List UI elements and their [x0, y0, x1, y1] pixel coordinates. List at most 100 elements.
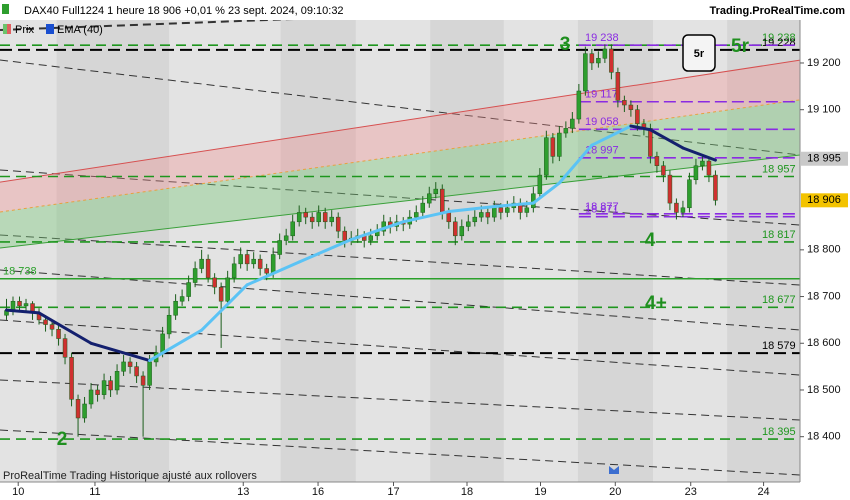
- level-label: 18 395: [762, 426, 796, 438]
- y-tick-label: 18 800: [807, 244, 841, 256]
- candle-body: [82, 403, 87, 419]
- candle-body: [49, 324, 55, 330]
- day-band: [653, 20, 728, 482]
- legend-entry: EMA (40): [57, 24, 103, 36]
- candle-body: [583, 53, 588, 92]
- candle-body: [127, 361, 133, 367]
- ema-segment: [499, 201, 535, 208]
- chart-title: DAX40 Full1224 1 heure 18 906 +0,01 % 23…: [24, 5, 344, 17]
- candle-body: [622, 100, 627, 106]
- trend-line: [0, 319, 801, 376]
- candle-body: [160, 333, 165, 353]
- y-tick-label: 18 400: [807, 431, 841, 443]
- candle-body: [648, 128, 653, 157]
- candle-body: [446, 212, 452, 223]
- trend-line: [0, 269, 801, 331]
- candle-body: [557, 132, 562, 157]
- candle-body: [537, 174, 543, 195]
- candle-body: [479, 212, 484, 218]
- candle-body: [635, 109, 640, 124]
- x-tick-label: 13: [237, 486, 249, 498]
- candle-body: [62, 338, 68, 358]
- ema-segment: [37, 311, 93, 345]
- level-label: 19 058: [585, 116, 619, 128]
- ema-segment: [200, 283, 249, 332]
- candle-body: [576, 90, 582, 120]
- candle-body: [75, 399, 81, 419]
- candle-body: [88, 389, 94, 405]
- candle-body: [420, 202, 426, 213]
- trend-line: [0, 234, 801, 286]
- y-tick-label: 18 500: [807, 384, 841, 396]
- event-icon: [609, 466, 619, 474]
- candle-body: [654, 156, 660, 166]
- candle-body: [186, 282, 191, 297]
- level-label: 18 677: [762, 294, 796, 306]
- price-tag-label: 18 906: [807, 194, 841, 206]
- candle-body: [492, 207, 497, 218]
- y-tick-label: 19 200: [807, 57, 841, 69]
- candle-body: [231, 263, 237, 279]
- candle-body: [205, 258, 211, 279]
- channel-line: [0, 99, 801, 213]
- ema-segment: [148, 328, 204, 363]
- candle-body: [563, 128, 569, 134]
- ema-line: [5, 124, 717, 363]
- candle-body: [628, 104, 634, 110]
- candles: [4, 44, 718, 437]
- level-label: 19 117: [585, 89, 618, 101]
- ema-segment: [681, 146, 717, 162]
- annotation: 3: [560, 34, 571, 55]
- logo: [2, 4, 9, 14]
- channel-upper-fill: [0, 60, 800, 212]
- ema-segment: [557, 143, 594, 185]
- x-tick-label: 19: [534, 486, 546, 498]
- candle-body: [283, 235, 289, 241]
- x-tick-label: 20: [609, 486, 621, 498]
- level-label: 19 228: [762, 37, 796, 49]
- ema-segment: [447, 204, 503, 214]
- day-band: [0, 20, 57, 482]
- candle-body: [433, 188, 439, 195]
- candle-body: [706, 160, 712, 176]
- candle-body: [674, 202, 679, 213]
- ema-segment: [349, 220, 405, 242]
- candle-body: [615, 72, 621, 101]
- candle-body: [329, 216, 334, 223]
- ema-segment: [590, 124, 633, 147]
- candle-body: [472, 216, 478, 223]
- x-tick-label: 18: [461, 486, 473, 498]
- price-axis: [800, 20, 850, 500]
- candle-body: [134, 366, 139, 377]
- candle-body: [661, 165, 666, 176]
- trend-lines: [0, 0, 801, 476]
- footer: ProRealTime Trading Historique ajusté au…: [3, 470, 257, 482]
- y-tick-label: 19 100: [807, 104, 841, 116]
- ema-segment: [89, 341, 152, 363]
- ema-segment: [401, 210, 451, 224]
- candle-body: [101, 380, 107, 395]
- level-label: 18 817: [762, 229, 796, 241]
- candle-body: [95, 389, 100, 395]
- ema-segment: [245, 260, 301, 287]
- candle-body: [524, 207, 530, 213]
- trend-line: [0, 429, 801, 476]
- trend-line: [0, 169, 801, 226]
- candle-body: [440, 188, 445, 213]
- candle-body: [23, 303, 29, 307]
- annotation: 4: [645, 230, 656, 251]
- candle-body: [459, 226, 465, 237]
- price-tag: [801, 151, 848, 166]
- legend-icon: [46, 24, 54, 34]
- candle-body: [114, 371, 120, 391]
- candle-body: [251, 258, 256, 265]
- candle-body: [309, 216, 315, 223]
- candle-body: [589, 53, 595, 64]
- candle-body: [108, 380, 113, 391]
- candle-body: [43, 319, 48, 325]
- candle-body: [270, 254, 276, 274]
- x-tick-label: 16: [312, 486, 324, 498]
- candle-body: [238, 254, 243, 265]
- candle-body: [602, 48, 608, 59]
